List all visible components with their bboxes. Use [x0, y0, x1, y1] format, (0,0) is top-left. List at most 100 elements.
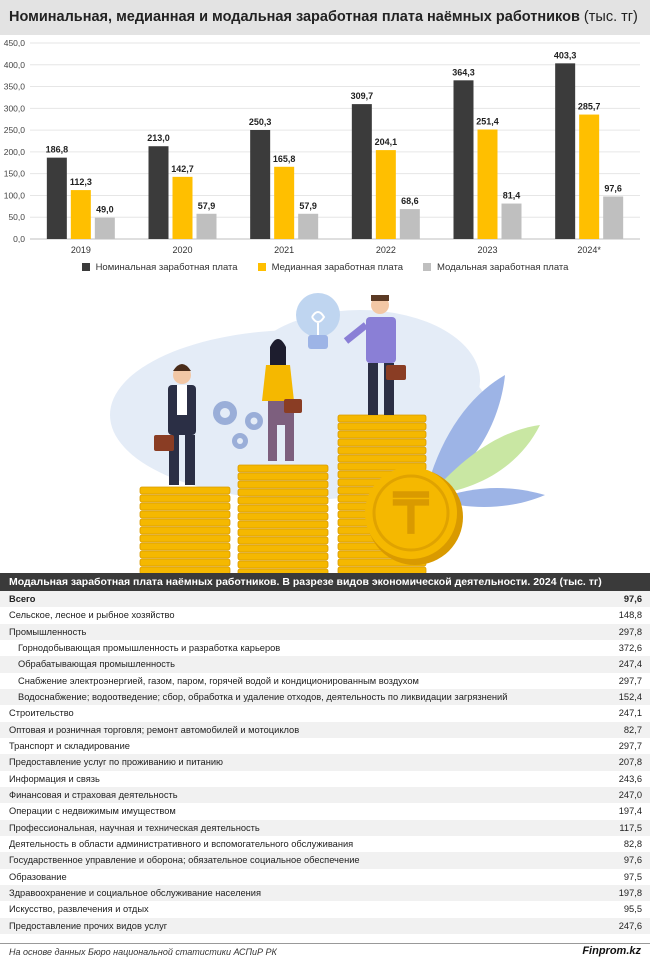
- row-value: 207,8: [618, 757, 642, 768]
- coin-layer: [337, 446, 427, 455]
- row-value: 197,8: [618, 887, 642, 898]
- table-row: Предоставление прочих видов услуг 247,6: [0, 917, 650, 934]
- row-label: Здравоохранение и социальное обслуживани…: [9, 887, 262, 898]
- bar: [399, 209, 420, 239]
- bar: [94, 217, 115, 239]
- y-tick-label: 50,0: [8, 212, 25, 222]
- brand-logo: Finprom.kz: [582, 945, 641, 957]
- salary-bar-chart: 0,0 50,0 100,0 150,0 200,0 250,0 300,0 350,0 400…: [4, 38, 640, 255]
- data-label: 403,3: [554, 50, 577, 60]
- table-row: Предоставление услуг по проживанию и пит…: [0, 754, 650, 771]
- chart-title-bar: Номинальная, медианная и модальная зараб…: [0, 0, 650, 35]
- row-label: Сельское, лесное и рыбное хозяйство: [9, 610, 175, 621]
- data-label: 57,9: [198, 201, 216, 211]
- coin-layer: [237, 568, 329, 573]
- row-value: 247,0: [618, 789, 642, 800]
- table-row: Обрабатывающая промышленность 247,4: [0, 656, 650, 673]
- source-note: На основе данных Бюро национальной стати…: [9, 947, 277, 957]
- row-label: Строительство: [9, 708, 74, 719]
- coin-layer: [337, 430, 427, 439]
- x-tick-label: 2019: [71, 245, 91, 255]
- table-row: Строительство 247,1: [0, 705, 650, 721]
- y-tick-label: 450,0: [4, 38, 26, 48]
- table-row: Государственное управление и оборона; об…: [0, 852, 650, 869]
- row-label: Обрабатывающая промышленность: [18, 659, 176, 670]
- row-label: Снабжение электроэнергией, газом, паром,…: [18, 675, 419, 686]
- table-row: Снабжение электроэнергией, газом, паром,…: [0, 673, 650, 689]
- table-row: Промышленность 297,8: [0, 623, 650, 640]
- table-row: Транспорт и складирование 297,7: [0, 738, 650, 754]
- bar: [603, 196, 624, 239]
- chart-unit: (тыс. тг): [583, 9, 638, 25]
- data-label: 251,4: [476, 117, 499, 127]
- row-label: Промышленность: [9, 626, 87, 637]
- bar: [46, 157, 67, 239]
- y-tick-label: 0,0: [13, 234, 25, 244]
- coin-layer: [337, 454, 427, 463]
- coin-layer: [237, 520, 329, 529]
- table-row: Сельское, лесное и рыбное хозяйство 148,8: [0, 607, 650, 623]
- tenge-coin-icon: ₸: [365, 467, 463, 565]
- data-label: 364,3: [452, 67, 475, 77]
- activity-table: Всего 97,6 Сельское, лесное и рыбное хозяй…: [0, 591, 650, 934]
- coin-layer: [139, 558, 231, 567]
- gear-icon: [213, 401, 263, 449]
- row-label: Профессиональная, научная и техническая …: [9, 822, 260, 833]
- table-row: Образование 97,5: [0, 869, 650, 885]
- coin-layer: [237, 512, 329, 521]
- row-label: Водоснабжение; водоотведение; сбор, обра…: [18, 691, 508, 702]
- data-label: 204,1: [375, 137, 398, 147]
- bar: [298, 213, 319, 239]
- legend-swatch: [257, 263, 266, 271]
- legend-swatch: [81, 263, 90, 271]
- legend-swatch: [423, 263, 432, 271]
- chart-title: Номинальная, медианная и модальная зараб…: [9, 9, 580, 25]
- bar: [70, 190, 91, 239]
- coin-layer: [337, 422, 427, 431]
- data-label: 309,7: [351, 91, 374, 101]
- data-label: 213,0: [147, 133, 170, 143]
- coin-layer: [237, 480, 329, 489]
- table-row: Деятельность в области административного…: [0, 836, 650, 852]
- coin-layer: [139, 534, 231, 543]
- coin-layer: [139, 502, 231, 511]
- data-label: 285,7: [578, 102, 601, 112]
- data-label: 68,6: [401, 196, 419, 206]
- row-value: 97,5: [623, 871, 642, 882]
- table-row: Финансовая и страховая деятельность 247,0: [0, 786, 650, 804]
- row-label: Образование: [9, 871, 67, 882]
- person-right: [343, 295, 406, 415]
- table-row: Горнодобывающая промышленность и разрабо…: [0, 640, 650, 656]
- y-tick-label: 400,0: [4, 60, 26, 70]
- coin-layer: [337, 438, 427, 447]
- lightbulb-icon: [296, 293, 340, 349]
- x-tick-label: 2023: [477, 245, 497, 255]
- y-tick-label: 150,0: [4, 169, 26, 179]
- data-label: 81,4: [503, 191, 521, 201]
- row-label: Государственное управление и оборона; об…: [9, 855, 360, 866]
- data-label: 165,8: [273, 154, 296, 164]
- coin-layer: [139, 486, 231, 495]
- bar: [148, 146, 169, 239]
- data-label: 112,3: [70, 177, 92, 187]
- coin-layer: [237, 552, 329, 561]
- table-row: Искусство, развлечения и отдых 95,5: [0, 901, 650, 917]
- row-label: Искусство, развлечения и отдых: [9, 904, 149, 915]
- coin-layer: [139, 510, 231, 519]
- bar: [501, 203, 522, 239]
- row-value: 152,4: [618, 691, 642, 702]
- coin-layer: [139, 494, 231, 503]
- y-tick-label: 350,0: [4, 82, 26, 92]
- row-value: 95,5: [623, 904, 642, 915]
- coin-layer: [237, 560, 329, 569]
- coin-layer: [237, 536, 329, 545]
- table-row: Всего 97,6: [0, 591, 650, 608]
- bar: [579, 114, 600, 239]
- bar: [477, 129, 498, 239]
- coin-layer: [237, 464, 329, 473]
- row-label: Всего: [9, 594, 36, 604]
- row-value: 247,4: [618, 659, 642, 670]
- x-tick-label: 2024*: [577, 245, 601, 255]
- row-label: Финансовая и страховая деятельность: [9, 789, 178, 800]
- table-row: Оптовая и розничная торговля; ремонт авт…: [0, 721, 650, 738]
